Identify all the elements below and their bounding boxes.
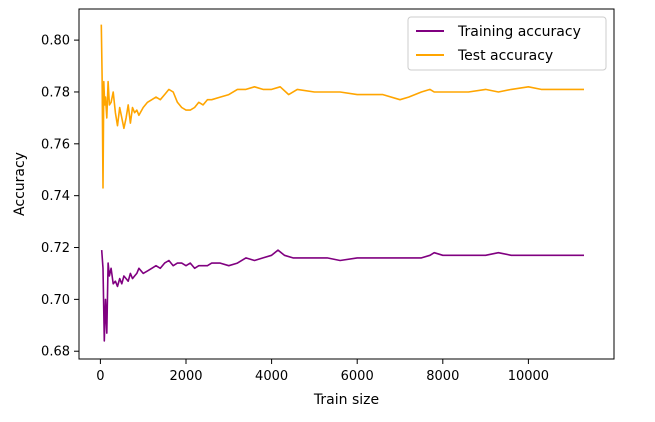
x-tick-label: 10000 — [508, 369, 549, 384]
legend: Training accuracy Test accuracy — [407, 16, 607, 71]
y-tick-label: 0.78 — [41, 85, 70, 100]
y-axis-title: Accuracy — [12, 152, 28, 216]
plot-area-frame — [78, 8, 615, 360]
y-tick-label: 0.80 — [41, 34, 70, 49]
series-line-training-accuracy — [100, 249, 584, 342]
legend-frame — [407, 16, 607, 71]
x-tick-label: 8000 — [426, 369, 459, 384]
x-tick-label: 4000 — [255, 369, 288, 384]
plot-series-layer — [100, 24, 584, 342]
y-tick-label: 0.76 — [41, 137, 70, 152]
x-tick-label: 0 — [96, 369, 104, 384]
y-tick-label: 0.74 — [41, 189, 70, 204]
x-tick-label: 6000 — [341, 369, 374, 384]
x-axis-ticks: 0 2000 4000 6000 8000 10000 — [96, 359, 549, 384]
legend-label-training: Training accuracy — [457, 24, 581, 40]
y-axis-ticks: 0.68 0.70 0.72 0.74 0.76 0.78 0.80 — [41, 34, 79, 360]
x-tick-label: 2000 — [169, 369, 202, 384]
y-tick-label: 0.68 — [41, 345, 70, 360]
legend-label-test: Test accuracy — [457, 48, 553, 64]
x-axis-title: Train size — [313, 392, 379, 408]
y-tick-label: 0.70 — [41, 293, 70, 308]
y-tick-label: 0.72 — [41, 241, 70, 256]
series-line-test-accuracy — [100, 24, 584, 189]
